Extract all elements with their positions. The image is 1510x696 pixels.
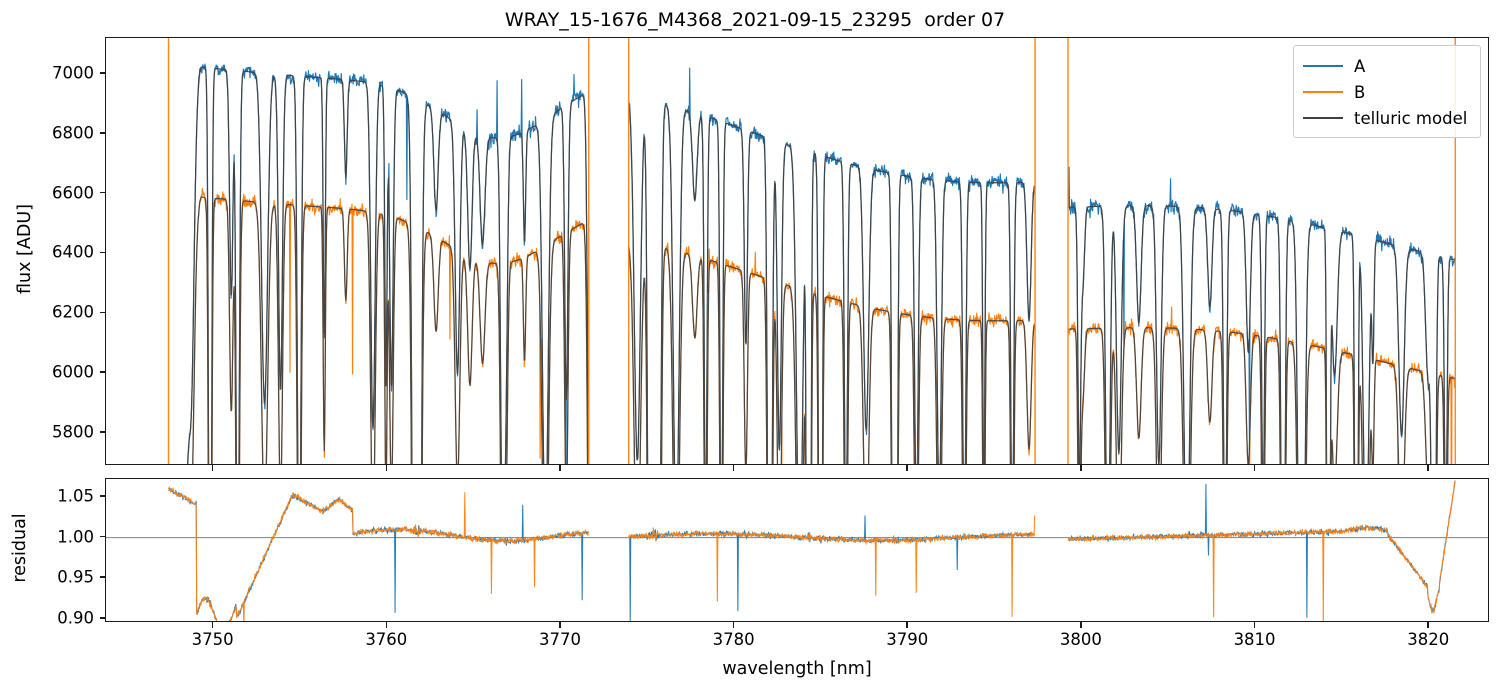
ytick-flux-tickmark — [99, 431, 105, 433]
xtick-label: 3790 — [886, 630, 929, 649]
flux-plot-area — [167, 38, 1456, 464]
ytick-flux-label: 6000 — [52, 362, 94, 382]
xtick-mark — [211, 622, 214, 628]
legend-label-telluric-model: telluric model — [1354, 108, 1468, 128]
ytick-residual-label: 1.05 — [57, 486, 94, 506]
ytick-flux-label: 5800 — [52, 422, 94, 442]
ytick-residual-tickmark — [99, 617, 105, 619]
xtick-label: 3810 — [1233, 630, 1276, 649]
legend-item-telluric-model: telluric model — [1303, 105, 1471, 131]
ytick-residual-label: 1.00 — [57, 527, 94, 547]
legend-label-b: B — [1354, 82, 1366, 102]
xtick-mark — [1253, 465, 1256, 471]
xtick-label: 3800 — [1059, 630, 1102, 649]
xtick-mark — [385, 622, 388, 628]
ytick-flux-tickmark — [99, 251, 105, 254]
ytick-residual-tickmark — [99, 495, 105, 497]
legend-swatch-telluric-model — [1303, 117, 1343, 119]
xtick-mark — [1253, 622, 1256, 628]
ytick-flux-tickmark — [99, 191, 105, 194]
ytick-flux-label: 6800 — [52, 123, 94, 143]
ytick-flux-tickmark — [99, 131, 105, 134]
xtick-mark — [906, 465, 909, 471]
ytick-flux-tickmark — [99, 311, 105, 314]
xtick-label: 3770 — [538, 630, 581, 649]
residual-panel — [105, 478, 1489, 622]
xtick-label: 3780 — [712, 630, 755, 649]
legend[interactable]: A B telluric model — [1293, 45, 1481, 138]
page-title: WRAY_15-1676_M4368_2021-09-15_23295 orde… — [504, 9, 1006, 31]
xtick-mark — [1080, 622, 1082, 628]
ytick-flux-label: 6400 — [52, 242, 94, 262]
ytick-flux-tickmark — [99, 371, 105, 373]
legend-item-b: B — [1303, 79, 1471, 105]
ytick-flux-tickmark — [99, 72, 105, 74]
xtick-mark — [1427, 622, 1430, 628]
ytick-flux-label: 7000 — [52, 63, 94, 83]
ytick-residual-label: 0.90 — [57, 608, 94, 628]
xtick-mark — [1080, 465, 1082, 471]
ytick-flux-label: 6200 — [52, 302, 94, 322]
ytick-residual-tickmark — [99, 576, 105, 579]
legend-swatch-a — [1303, 65, 1343, 67]
x-axis-label-wavelength: wavelength [nm] — [722, 659, 872, 679]
xtick-mark — [906, 622, 909, 628]
xtick-mark — [211, 465, 214, 471]
xtick-label: 3820 — [1407, 630, 1450, 649]
xtick-mark — [385, 465, 388, 471]
xtick-label: 3760 — [365, 630, 408, 649]
xtick-mark — [732, 622, 735, 628]
xtick-mark — [1427, 465, 1430, 471]
flux-panel — [105, 37, 1489, 465]
ytick-residual-label: 0.95 — [57, 567, 94, 587]
ytick-flux-label: 6600 — [52, 183, 94, 203]
legend-item-a: A — [1303, 53, 1471, 79]
xtick-mark — [732, 465, 735, 471]
xtick-mark — [559, 465, 561, 471]
xtick-label: 3750 — [191, 630, 234, 649]
legend-label-a: A — [1354, 56, 1366, 76]
ytick-residual-tickmark — [99, 535, 105, 538]
residual-plot-area — [106, 480, 1488, 621]
legend-swatch-b — [1303, 91, 1343, 93]
xtick-mark — [559, 622, 561, 628]
